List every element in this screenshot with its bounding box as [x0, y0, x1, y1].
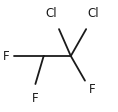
Text: Cl: Cl — [87, 7, 99, 20]
Text: F: F — [3, 50, 9, 62]
Text: Cl: Cl — [45, 7, 57, 20]
Text: F: F — [32, 92, 39, 105]
Text: F: F — [89, 83, 95, 96]
